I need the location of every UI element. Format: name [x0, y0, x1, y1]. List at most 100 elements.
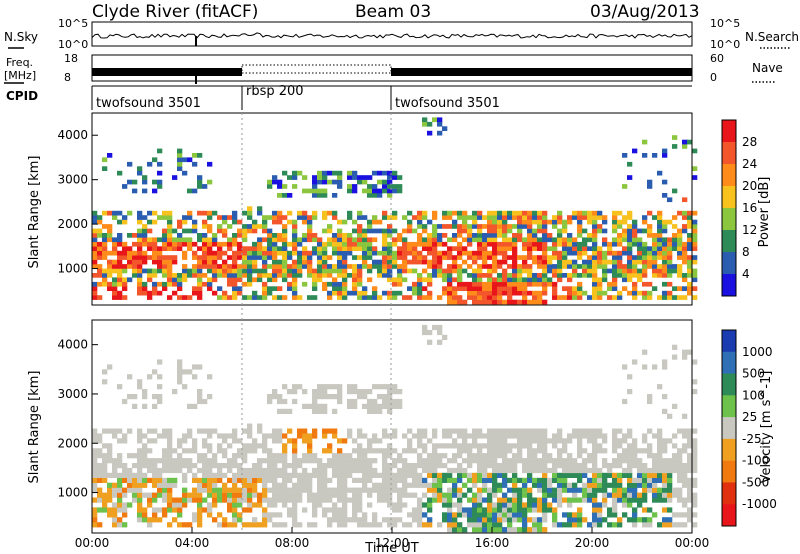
velocity-cell [547, 487, 553, 493]
power-cell [292, 259, 298, 265]
velocity-cell [612, 428, 618, 434]
velocity-cell [127, 502, 133, 508]
power-cell [642, 281, 648, 287]
power-cell [457, 268, 463, 274]
velocity-cell [562, 497, 568, 503]
velocity-cell [342, 522, 348, 528]
velocity-cell [627, 467, 633, 474]
velocity-cell [512, 527, 518, 533]
velocity-cell [657, 453, 663, 459]
velocity-cell [687, 482, 693, 488]
velocity-cell [387, 389, 393, 395]
power-cell [152, 259, 158, 265]
power-cell [612, 277, 618, 283]
power-cell [137, 255, 143, 260]
power-cell [207, 210, 213, 216]
velocity-cell [412, 507, 418, 513]
velocity-cell [592, 458, 598, 464]
velocity-cell [167, 428, 173, 434]
velocity-cell [662, 482, 668, 488]
velocity-cell [482, 507, 488, 513]
velocity-cell [292, 467, 298, 474]
power-cell [217, 264, 223, 269]
power-cell [282, 224, 288, 229]
power-cell [387, 175, 393, 180]
velocity-cell [552, 467, 558, 474]
power-cell [337, 295, 343, 300]
velocity-cell [212, 472, 218, 478]
power-cell [687, 268, 693, 274]
power-cell [322, 255, 328, 260]
time-tick-label: 00:00 [75, 536, 110, 550]
power-cell [492, 277, 498, 283]
velocity-cell [517, 428, 523, 434]
velocity-cell [192, 497, 198, 503]
velocity-cell [162, 507, 168, 513]
velocity-cell [512, 458, 518, 464]
velocity-cell [327, 522, 333, 528]
velocity-cell [262, 507, 268, 513]
velocity-cell [417, 482, 423, 488]
velocity-cell [122, 438, 128, 444]
velocity-cell [532, 522, 538, 528]
power-cell [302, 188, 308, 194]
velocity-cell [647, 467, 653, 474]
velocity-cell [682, 482, 688, 488]
velocity-cell [477, 527, 483, 533]
velocity-cell [377, 408, 383, 414]
velocity-cell [382, 477, 388, 483]
velocity-cell [337, 394, 343, 400]
velocity-cell [422, 492, 428, 498]
velocity-cell [542, 492, 548, 498]
velocity-cell [267, 487, 273, 493]
velocity-cell [592, 438, 598, 444]
velocity-colorbar-label: Velocity [m s^-1] [759, 371, 774, 484]
power-cell [467, 273, 473, 278]
velocity-cell [377, 522, 383, 528]
velocity-cell [627, 463, 633, 469]
power-cell [92, 237, 98, 243]
velocity-cell [287, 428, 293, 434]
velocity-cell [187, 403, 193, 409]
power-cell [552, 290, 558, 296]
velocity-cell [637, 463, 643, 469]
power-cell [542, 259, 548, 265]
velocity-cell [237, 477, 243, 483]
velocity-cell [117, 384, 123, 390]
velocity-cell [207, 394, 213, 400]
velocity-cell [597, 522, 603, 528]
velocity-cell [302, 389, 308, 395]
velocity-cell [452, 458, 458, 464]
power-cell [287, 241, 293, 247]
velocity-cell [492, 507, 498, 513]
power-cell [157, 170, 163, 176]
power-cell [292, 233, 298, 238]
power-cell [167, 215, 173, 220]
power-cell [207, 277, 213, 283]
velocity-ytick-label: 4000 [57, 338, 88, 352]
velocity-cell [472, 527, 478, 533]
power-cell [427, 295, 433, 300]
velocity-cell [417, 477, 423, 483]
velocity-cell [667, 477, 673, 483]
velocity-cell [662, 448, 668, 454]
velocity-cell [157, 384, 163, 390]
power-cell [662, 250, 668, 256]
power-cell [552, 241, 558, 247]
power-cell [382, 255, 388, 260]
power-cell [377, 268, 383, 274]
power-cell [417, 259, 423, 265]
velocity-cell [422, 482, 428, 488]
velocity-cell [292, 463, 298, 469]
power-cell [532, 281, 538, 287]
velocity-cell [462, 467, 468, 474]
power-cell [407, 219, 413, 225]
velocity-cell [532, 497, 538, 503]
power-cell [677, 228, 683, 234]
power-cell [497, 233, 503, 238]
power-cell [682, 295, 688, 300]
power-cell [497, 219, 503, 225]
power-cell [177, 281, 183, 287]
velocity-cell [532, 527, 538, 533]
velocity-cell [452, 482, 458, 488]
